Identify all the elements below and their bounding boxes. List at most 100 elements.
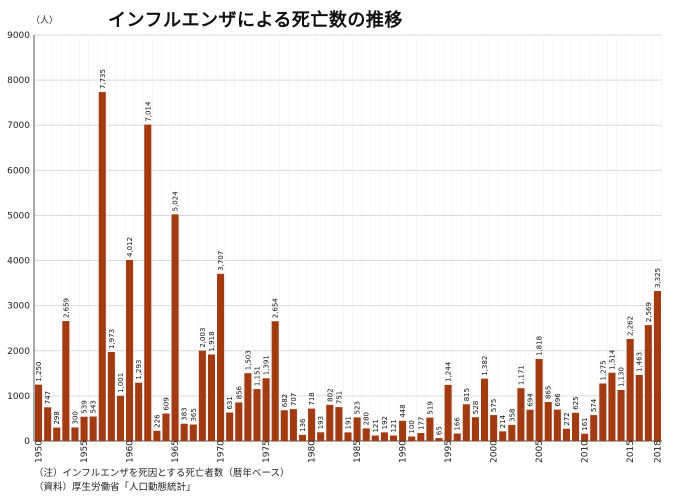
bar <box>189 424 197 441</box>
y-tick-label: 5000 <box>7 211 30 221</box>
data-label: 1,382 <box>481 356 489 376</box>
data-label: 65 <box>436 426 444 435</box>
bar <box>135 382 143 441</box>
bar <box>71 427 79 441</box>
data-label: 4,012 <box>126 237 134 257</box>
data-label: 358 <box>508 408 516 421</box>
data-label: 1,151 <box>253 366 261 386</box>
data-label: 865 <box>545 386 553 399</box>
data-label: 177 <box>417 417 425 430</box>
bar <box>553 409 561 441</box>
data-label: 1,818 <box>536 336 544 356</box>
bar <box>35 384 43 441</box>
y-axis-unit-label: （人） <box>31 16 59 26</box>
bar <box>62 321 70 441</box>
data-label: 121 <box>390 419 398 432</box>
bar <box>344 432 352 441</box>
bar <box>526 409 534 441</box>
data-label: 1,275 <box>599 360 607 380</box>
bar <box>544 401 552 441</box>
data-label: 100 <box>408 420 416 433</box>
data-label: 856 <box>235 385 243 399</box>
bar <box>144 124 152 441</box>
y-tick-label: 8000 <box>7 76 30 86</box>
data-label: 747 <box>44 391 52 404</box>
bar <box>262 378 270 441</box>
data-label: 575 <box>490 399 498 412</box>
data-label: 751 <box>335 391 343 404</box>
bar <box>153 430 161 441</box>
data-label: 543 <box>90 400 98 413</box>
bar <box>317 432 325 441</box>
bar <box>499 431 507 441</box>
bar <box>53 427 61 441</box>
x-tick-label: 1990 <box>399 440 409 463</box>
data-label: 519 <box>426 401 434 414</box>
bar <box>581 433 589 441</box>
data-label: 2,659 <box>62 298 70 318</box>
y-tick-label: 9000 <box>7 31 30 41</box>
data-label: 448 <box>399 404 407 417</box>
bar <box>162 413 170 441</box>
x-tick-label: 1960 <box>126 440 136 463</box>
bar <box>517 388 525 441</box>
data-label: 528 <box>472 401 480 414</box>
bar <box>298 434 307 441</box>
data-label: 192 <box>381 416 389 429</box>
x-tick-label: 2005 <box>535 440 545 463</box>
bar <box>217 273 225 441</box>
bar <box>226 412 234 441</box>
bar <box>635 375 643 441</box>
bar <box>399 420 407 441</box>
data-label: 1,503 <box>244 350 252 370</box>
bar <box>417 433 425 441</box>
data-label: 214 <box>499 414 507 428</box>
data-label: 574 <box>590 398 598 412</box>
chart-title: インフルエンザによる死亡数の推移 <box>108 10 403 31</box>
bar <box>126 260 134 441</box>
x-tick-label: 1970 <box>217 440 227 463</box>
bar <box>308 408 316 441</box>
bar <box>608 372 616 441</box>
bar <box>508 424 516 441</box>
bar <box>235 402 243 441</box>
bar <box>180 423 188 441</box>
data-label: 815 <box>463 388 471 401</box>
x-tick-label: 2000 <box>490 440 500 463</box>
data-label: 707 <box>290 393 298 406</box>
data-label: 1,391 <box>263 355 271 375</box>
y-tick-label: 3000 <box>7 302 30 312</box>
bar <box>653 291 661 441</box>
data-label: 625 <box>572 396 580 409</box>
x-tick-label: 2010 <box>581 440 591 463</box>
data-label: 1,293 <box>135 360 143 380</box>
footnote-note: （注）インフルエンザを死因とする死亡者数（暦年ベース） <box>34 468 290 479</box>
data-label: 2,262 <box>627 316 635 336</box>
x-tick-label: 1995 <box>444 440 454 463</box>
bar <box>408 436 416 441</box>
x-tick-label: 1950 <box>35 440 45 463</box>
x-tick-label: 1975 <box>262 440 272 463</box>
data-label: 365 <box>190 408 198 421</box>
y-tick-label: 4000 <box>7 257 30 267</box>
data-label: 298 <box>53 411 61 424</box>
data-label: 1,973 <box>108 329 116 349</box>
bar <box>80 416 88 441</box>
data-label: 802 <box>326 388 334 401</box>
data-label: 166 <box>454 417 462 431</box>
data-label: 161 <box>581 417 589 430</box>
bar <box>617 390 625 441</box>
bar <box>89 416 97 441</box>
data-label: 1,244 <box>445 361 453 382</box>
bar <box>253 389 261 441</box>
data-label: 1,250 <box>35 362 43 382</box>
data-label: 7,735 <box>99 69 107 89</box>
data-label: 3,707 <box>217 251 225 271</box>
data-label: 280 <box>363 412 371 425</box>
x-tick-label: 1980 <box>308 440 318 463</box>
bar <box>444 384 452 441</box>
bar <box>244 373 252 441</box>
bar <box>98 92 106 441</box>
bar <box>426 417 434 441</box>
